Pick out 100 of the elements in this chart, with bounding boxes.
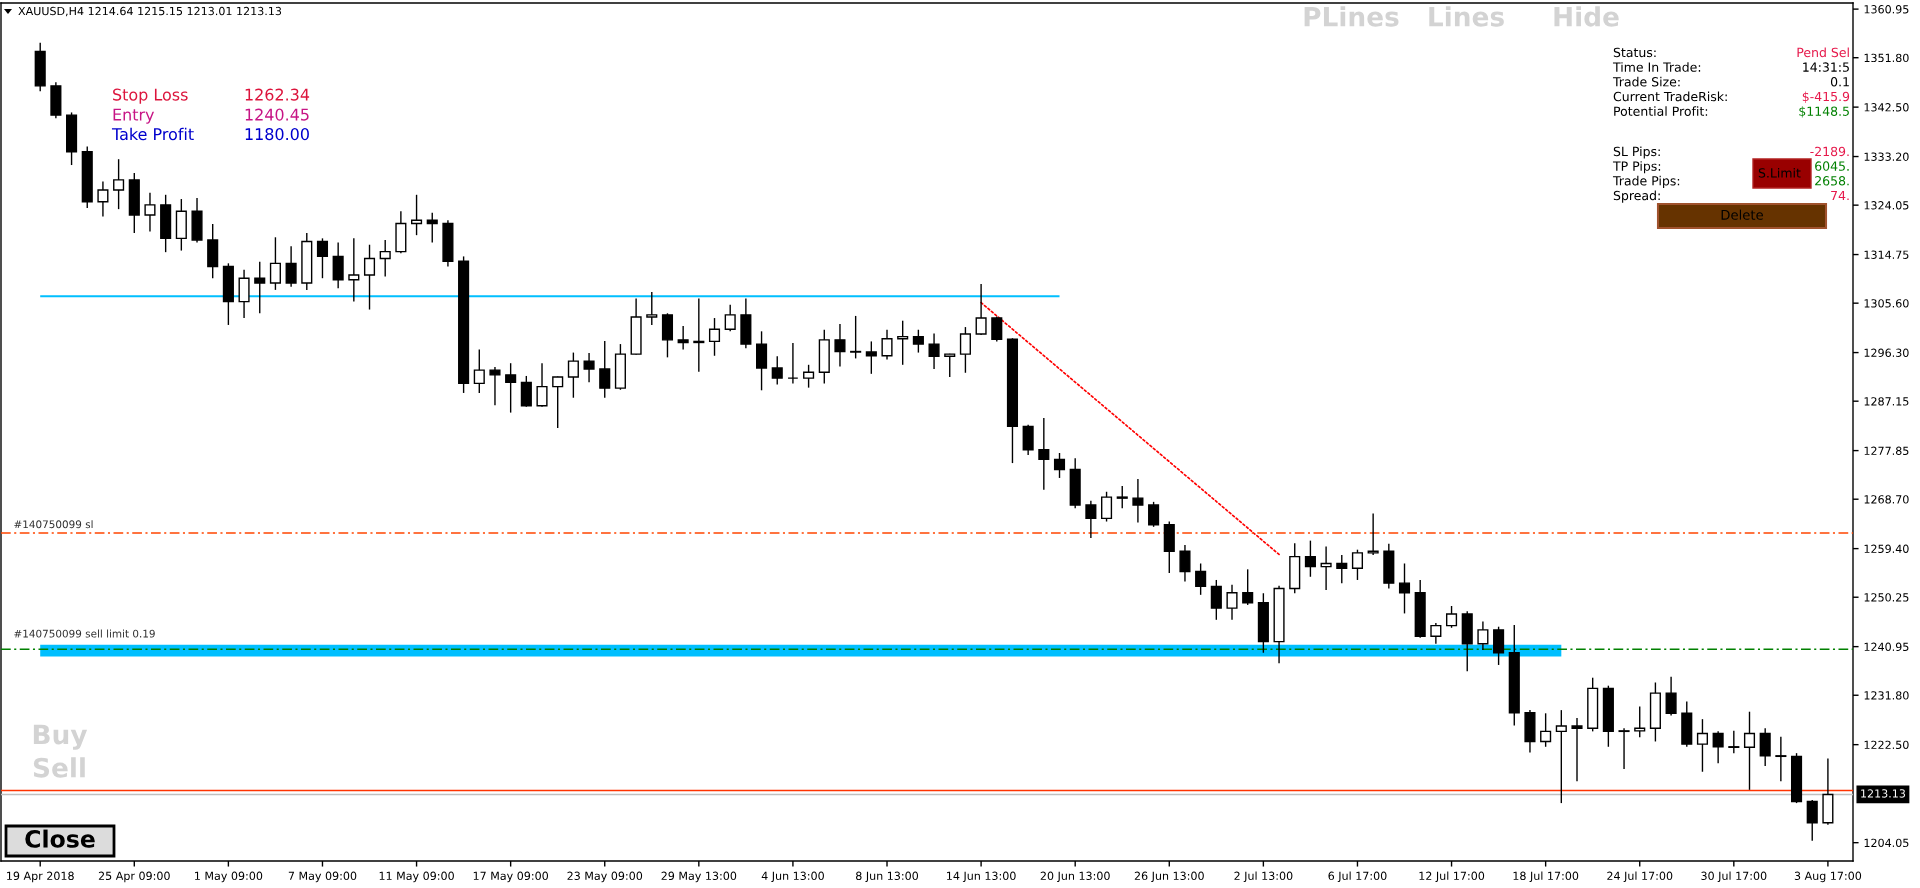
y-tick-label: 1360.95 (1864, 5, 1909, 14)
candlestick (379, 239, 391, 278)
candlestick (1320, 545, 1332, 591)
candlestick (1712, 730, 1724, 764)
candlestick (254, 261, 266, 314)
y-tick-label: 1324.05 (1864, 201, 1909, 210)
candlestick (677, 325, 689, 351)
candlestick (1696, 718, 1709, 773)
annotation: Current TradeRisk: (1613, 91, 1727, 102)
candlestick (348, 237, 360, 303)
annotation: SL Pips: (1613, 146, 1660, 159)
annotation: 1240.45 (245, 108, 309, 121)
candlestick (1743, 711, 1756, 791)
y-tick-label: 1305.60 (1864, 299, 1909, 308)
candlestick (724, 304, 736, 333)
candlestick (520, 375, 532, 408)
x-tick-label: 30 Jul 17:00 (1701, 871, 1767, 883)
candlestick (1148, 501, 1160, 528)
candlestick (1242, 568, 1254, 606)
candlestick (1100, 491, 1113, 523)
candlestick (411, 194, 423, 236)
candlestick (1618, 727, 1630, 770)
candlestick (269, 236, 281, 291)
candlestick (1132, 478, 1144, 524)
x-tick-label: 7 May 09:00 (288, 871, 357, 883)
candlestick (1226, 584, 1238, 621)
y-tick-label: 1351.80 (1864, 53, 1909, 63)
annotation: 2658. (1815, 176, 1849, 186)
candlestick (1179, 544, 1191, 583)
y-tick-label: 1259.40 (1864, 544, 1909, 553)
x-tick-label: 25 Apr 09:00 (98, 871, 170, 883)
annotation: -2189. (1810, 146, 1849, 157)
candlestick (756, 330, 768, 391)
candlestick (1367, 512, 1379, 556)
annotation: 14:31:5 (1803, 62, 1849, 72)
candlestick (1775, 735, 1787, 783)
annotation: Pend Sel (1797, 47, 1849, 58)
y-tick-label: 1287.15 (1864, 397, 1909, 406)
y-tick-label: 1277.85 (1864, 446, 1909, 455)
candlestick (959, 326, 971, 374)
candlestick (1665, 675, 1677, 717)
annotation: Entry (113, 108, 155, 124)
candlestick (426, 212, 438, 244)
annotation: Trade Size: (1612, 76, 1680, 87)
x-tick-label: 12 Jul 17:00 (1419, 871, 1485, 883)
annotation: 1180.00 (245, 128, 309, 141)
candlestick (850, 315, 862, 360)
candlestick (646, 291, 658, 326)
y-tick-label: 1240.95 (1864, 642, 1909, 652)
candlestick (599, 340, 611, 399)
annotation: Time In Trade: (1612, 62, 1701, 72)
x-tick-label: 18 Jul 17:00 (1513, 871, 1579, 883)
annotation: Potential Profit: (1614, 106, 1708, 116)
candlestick (1430, 622, 1442, 645)
candlestick (583, 352, 595, 384)
annotation: Status: (1613, 47, 1656, 58)
annotation: Close (25, 829, 95, 848)
candlestick (803, 364, 815, 389)
candlestick (505, 362, 517, 414)
x-tick-label: 26 Jun 13:00 (1134, 871, 1204, 883)
annotation: Stop Loss (113, 88, 188, 104)
annotation: TP Pips: (1612, 161, 1661, 174)
candlestick (1759, 727, 1771, 767)
candlestick (708, 317, 721, 357)
y-tick-label: 1342.50 (1864, 103, 1909, 112)
candlestick (944, 352, 956, 378)
annotation: 6045. (1815, 161, 1849, 171)
x-tick-label: 23 May 09:00 (567, 871, 643, 883)
y-tick-label: 1268.70 (1864, 495, 1909, 504)
annotation: Delete (1721, 209, 1763, 220)
y-tick-label: 1250.25 (1864, 593, 1909, 602)
candlestick (1085, 500, 1097, 539)
candlestick (316, 237, 329, 279)
annotation: 74. (1831, 190, 1849, 201)
x-tick-label: 19 Apr 2018 (7, 871, 74, 883)
candlestick (1038, 417, 1050, 491)
candlestick (1053, 452, 1066, 479)
candlestick (928, 332, 940, 370)
candlestick (1493, 626, 1505, 666)
annotation: $-415.9 (1802, 91, 1850, 103)
candlestick (97, 180, 109, 218)
x-tick-label: 1 May 09:00 (195, 871, 263, 883)
candlestick (489, 366, 501, 406)
x-tick-label: 24 Jul 17:00 (1607, 871, 1673, 883)
candlestick (1477, 620, 1489, 651)
annotation: S.Limit (1758, 167, 1801, 178)
y-tick-label: 1204.05 (1864, 838, 1909, 848)
ref-line-label: 1213.13 (1861, 789, 1905, 798)
y-tick-label: 1222.50 (1864, 740, 1909, 750)
ref-line-label: #140750099 sell limit 0.19 (14, 629, 155, 638)
x-tick-label: 2 Jul 13:00 (1234, 871, 1293, 883)
candlestick (1336, 554, 1348, 584)
candlestick (1634, 705, 1646, 738)
candlestick (771, 355, 783, 386)
annotation: Spread: (1613, 190, 1660, 203)
candlestick (975, 283, 987, 336)
candlestick (787, 342, 799, 385)
candlestick (1351, 548, 1364, 581)
x-tick-label: 20 Jun 13:00 (1040, 871, 1110, 883)
candlestick (1540, 712, 1552, 748)
